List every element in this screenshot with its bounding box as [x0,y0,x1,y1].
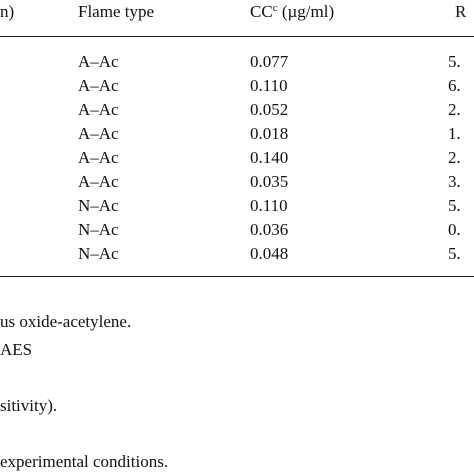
header-text: (µg/ml) [277,2,335,21]
header-cell: Flame type [78,2,155,21]
table-cell: 5. [448,52,461,71]
table-cell: 2. [448,148,461,167]
table-cell: A–Ac [78,76,119,95]
table-cell: 5. [448,244,461,263]
table-cell: 0. [448,220,461,239]
table-cell: 1. [448,124,461,143]
header-sup: c [272,2,278,14]
table-cell: 0.036 [250,220,289,239]
table-cell: 0.140 [250,148,289,167]
header-text: CC [250,2,273,21]
bottom-rule [0,276,474,277]
table-cell: 6. [448,76,461,95]
footnote: AES [0,340,33,359]
table-cell: 0.035 [250,172,289,191]
table-cell: A–Ac [78,172,119,191]
header-cell: R [455,2,467,21]
table-cell: 0.110 [250,76,288,95]
table-cell: 0.018 [250,124,289,143]
table-cell: A–Ac [78,148,119,167]
table-cell: A–Ac [78,124,119,143]
header-rule [0,36,474,37]
table-cell: A–Ac [78,100,119,119]
table-cell: 2. [448,100,461,119]
table-cell: 5. [448,196,461,215]
table-cell: N–Ac [78,244,119,263]
footnote: experimental conditions. [0,452,169,471]
table-cell: 0.052 [250,100,289,119]
header-cell: n) [0,2,15,21]
table-cell: A–Ac [78,52,119,71]
table-cell: 0.048 [250,244,289,263]
header-cell: CCc (µg/ml) [250,2,334,22]
table-cell: N–Ac [78,196,119,215]
table-cell: N–Ac [78,220,119,239]
footnote: sitivity). [0,396,58,415]
table-cell: 0.077 [250,52,289,71]
footnote: us oxide-acetylene. [0,312,132,331]
table-cell: 0.110 [250,196,288,215]
table-cell: 3. [448,172,461,191]
